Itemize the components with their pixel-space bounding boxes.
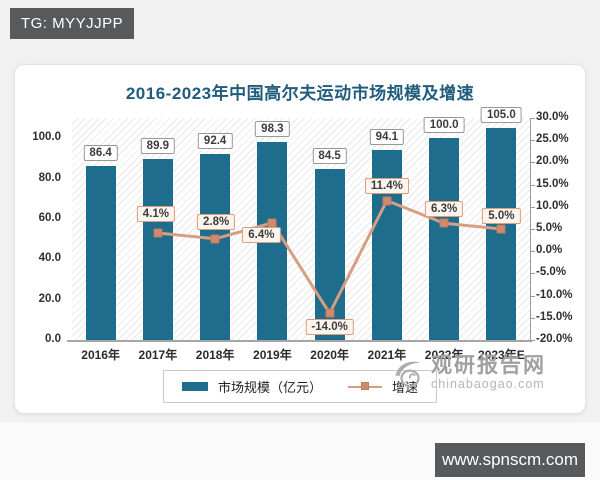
x-axis-category-label: 2022年: [424, 348, 464, 362]
right-axis-tick-mark: [530, 140, 535, 142]
right-axis-tick-label: 30.0%: [536, 111, 569, 123]
bar-value-label: 98.3: [255, 120, 290, 137]
watermark: 观研报告网 chinabaogao.com: [393, 354, 546, 398]
bar-value-label: 92.4: [197, 132, 233, 149]
x-axis-category-label: 2021年: [367, 348, 407, 362]
watermark-domain: chinabaogao.com: [431, 377, 545, 392]
market-size-bar: [200, 153, 231, 340]
bar-value-label: 84.5: [312, 148, 347, 165]
right-axis-tick-mark: [530, 251, 535, 253]
legend-line-swatch: [348, 382, 382, 391]
bar-value-label: 89.9: [140, 137, 176, 154]
legend: 市场规模（亿元） 增速: [162, 370, 438, 403]
right-axis-tick-mark: [530, 184, 535, 186]
left-axis-tick-label: 0.0: [45, 333, 61, 345]
bar-value-label: 94.1: [369, 129, 405, 146]
growth-rate-label: 6.4%: [242, 226, 281, 243]
right-axis-tick-mark: [530, 162, 535, 164]
right-axis-tick-mark: [530, 229, 535, 230]
right-axis-tick-mark: [530, 273, 535, 275]
right-axis-tick-label: 10.0%: [536, 199, 569, 212]
market-size-bar: [142, 158, 173, 340]
bar-value-label: 105.0: [480, 107, 522, 124]
growth-point-marker: [496, 224, 506, 234]
legend-line-label: 增速: [392, 380, 419, 395]
right-axis-tick-label: 15.0%: [536, 177, 569, 190]
growth-rate-label: 2.8%: [197, 213, 236, 230]
site-badge: www.spnscm.com: [435, 443, 585, 477]
market-size-bar: [429, 138, 460, 340]
left-axis-tick-label: 100.0: [32, 131, 61, 144]
right-axis-tick-label: -5.0%: [536, 266, 567, 279]
telegram-badge: TG: MYYJJPP: [10, 8, 134, 39]
right-axis-tick-label: -10.0%: [536, 288, 573, 301]
chart-title: 2016-2023年中国高尔夫运动市场规模及增速: [125, 84, 475, 103]
growth-rate-label: 11.4%: [364, 177, 409, 194]
right-axis-tick-label: 0.0%: [536, 244, 563, 257]
growth-point-marker: [439, 218, 449, 228]
right-axis-tick-label: 5.0%: [536, 222, 563, 234]
market-size-bar: [486, 128, 517, 340]
left-axis-tick-label: 40.0: [38, 252, 61, 265]
x-axis-category-label: 2017年: [138, 348, 178, 362]
left-axis-tick-label: 80.0: [38, 171, 61, 184]
right-axis-tick-mark: [530, 295, 535, 297]
right-axis-tick-label: 25.0%: [536, 133, 569, 146]
growth-rate-label: -14.0%: [305, 319, 354, 336]
left-axis-tick-label: 60.0: [38, 211, 61, 224]
right-axis-tick-mark: [530, 206, 535, 208]
right-axis-tick-mark: [530, 118, 535, 119]
bar-value-label: 100.0: [423, 117, 465, 134]
x-axis-category-label: 2018年: [195, 348, 235, 362]
x-axis-category-label: 2019年: [253, 348, 292, 362]
growth-point-marker: [325, 308, 335, 318]
right-axis-tick-mark: [530, 317, 535, 319]
left-axis-tick-label: 20.0: [38, 292, 61, 305]
x-axis-line: [67, 340, 532, 342]
x-axis-category-label: 2016年: [81, 348, 120, 362]
growth-rate-label: 6.3%: [425, 201, 464, 218]
growth-point-marker: [210, 234, 220, 244]
growth-rate-label: 4.1%: [136, 205, 175, 222]
chart-card: 2016-2023年中国高尔夫运动市场规模及增速 100.0 80.0 60.0 40…: [14, 64, 586, 414]
growth-point-marker: [382, 196, 392, 206]
right-axis-tick-label: -15.0%: [536, 310, 573, 323]
right-axis-tick-label: 20.0%: [536, 155, 569, 168]
x-axis-category-label: 2020年: [310, 348, 349, 362]
right-axis-tick-label: -20.0%: [536, 333, 573, 345]
bar-value-label: 86.4: [83, 144, 118, 161]
watermark-logo-icon: [393, 355, 427, 398]
watermark-name: 观研报告网: [431, 354, 546, 377]
right-axis-tick-mark: [530, 340, 535, 341]
growth-point-marker: [153, 228, 163, 238]
x-axis-category-label: 2023年E: [478, 348, 525, 362]
growth-rate-label: 5.0%: [482, 208, 521, 224]
legend-bar-label: 市场规模（亿元）: [217, 380, 322, 395]
legend-bar-swatch: [181, 382, 208, 391]
market-size-bar: [85, 165, 116, 340]
